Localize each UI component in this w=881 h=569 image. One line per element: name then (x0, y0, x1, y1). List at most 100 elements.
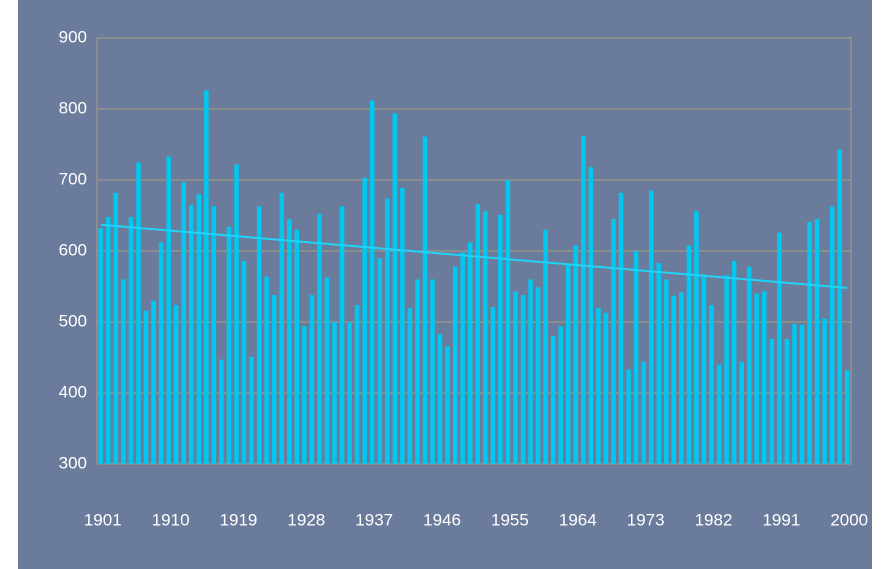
bar (452, 266, 458, 464)
bar (754, 293, 760, 464)
bar (287, 219, 292, 464)
bar (822, 318, 827, 464)
bar (158, 242, 164, 464)
bar (701, 274, 707, 464)
x-tick-label: 1982 (695, 510, 733, 529)
bar (844, 370, 850, 464)
bar (385, 198, 390, 464)
bar (520, 295, 526, 464)
bar (279, 192, 284, 464)
bar (196, 194, 202, 464)
bar (173, 304, 179, 464)
bar (799, 324, 805, 464)
bar (294, 229, 300, 464)
bar (226, 226, 232, 464)
bar (664, 279, 669, 464)
y-tick-label: 900 (59, 27, 87, 46)
bar (807, 221, 812, 464)
bar (611, 219, 616, 464)
bar (694, 211, 699, 464)
bar (648, 190, 654, 464)
bar (588, 167, 594, 464)
x-tick-label: 1991 (762, 510, 800, 529)
bar (535, 287, 541, 464)
bar (98, 228, 104, 464)
y-tick-label: 500 (59, 311, 87, 330)
bar (709, 304, 714, 464)
bar (317, 214, 322, 464)
bar (234, 164, 239, 464)
bar (633, 251, 639, 464)
bar (445, 346, 450, 464)
bar (483, 211, 488, 464)
bar (106, 216, 111, 464)
bar (121, 279, 126, 464)
bar (739, 361, 744, 464)
bar (377, 258, 383, 464)
bar (596, 307, 601, 464)
bar (136, 162, 141, 464)
x-tick-label: 1937 (355, 510, 393, 529)
bar (181, 182, 186, 464)
bar (219, 359, 224, 464)
bar (400, 187, 405, 464)
bar (626, 369, 631, 464)
bar (618, 192, 624, 464)
bar (746, 266, 752, 464)
bar (513, 291, 518, 464)
trend-line (100, 223, 848, 289)
bar (211, 206, 217, 464)
bar (362, 177, 367, 464)
bar (671, 295, 677, 464)
bar (347, 322, 352, 464)
bar (415, 279, 420, 464)
bar (581, 135, 586, 465)
x-tick-label: 2000 (830, 510, 868, 529)
bar (656, 263, 661, 464)
bar (490, 307, 496, 464)
bar (188, 204, 194, 464)
bar (143, 310, 149, 464)
bar (437, 334, 443, 464)
bar (339, 206, 345, 464)
bar (543, 229, 548, 464)
bar (565, 265, 571, 464)
bar (731, 260, 737, 464)
x-tick-label: 1964 (559, 510, 597, 529)
x-tick-label: 1946 (423, 510, 461, 529)
bar (369, 100, 375, 464)
x-tick-label: 1955 (491, 510, 529, 529)
bar (204, 90, 209, 464)
bar (324, 277, 330, 464)
bar (392, 113, 398, 464)
bar (777, 232, 782, 464)
y-tick-label: 400 (59, 382, 87, 401)
bar (837, 149, 842, 464)
bar (784, 339, 790, 464)
bar (166, 156, 171, 464)
bar (264, 276, 269, 464)
y-tick-label: 300 (59, 453, 87, 472)
bar (762, 291, 767, 464)
bar (550, 336, 556, 464)
bar (829, 206, 835, 464)
bar (716, 364, 722, 464)
y-tick-label: 600 (59, 240, 87, 259)
bar (558, 326, 563, 464)
bar (407, 307, 413, 464)
y-tick-label: 800 (59, 98, 87, 117)
bar (498, 214, 503, 464)
x-tick-label: 1901 (84, 510, 122, 529)
bar (505, 180, 511, 464)
bar (354, 304, 360, 464)
bar (271, 295, 277, 464)
bar (769, 339, 775, 464)
bar (302, 326, 307, 464)
bar (460, 252, 465, 464)
bar (256, 206, 262, 464)
bar (603, 312, 609, 464)
bar (528, 279, 533, 464)
bar (332, 322, 337, 464)
bar (128, 216, 134, 464)
